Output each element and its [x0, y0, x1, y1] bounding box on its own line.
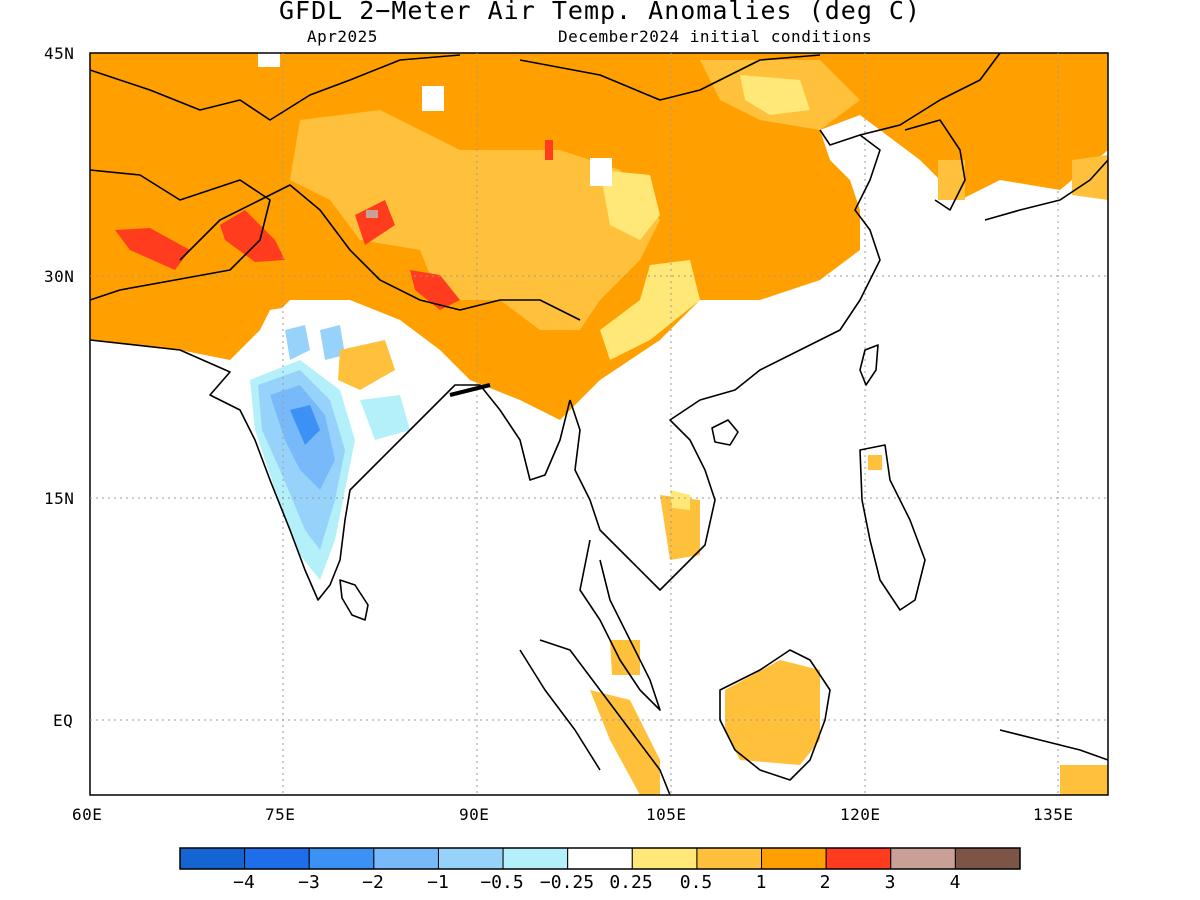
coastline-new-guinea [999, 729, 1109, 761]
anomaly-region-brown [366, 210, 378, 218]
anomaly-region-white [258, 53, 280, 67]
anomaly-region-light-orange [610, 640, 640, 675]
lon-label-135e: 135E [1033, 805, 1074, 824]
coastline-korea-japan [904, 119, 1109, 221]
colorbar-label: −3 [298, 872, 320, 893]
forecast-month: Apr2025 [307, 27, 378, 46]
border-afghanistan-pakistan [89, 169, 271, 301]
coastline-india [89, 339, 571, 601]
colorbar-label: −4 [233, 872, 255, 893]
colorbar-swatch [825, 847, 892, 870]
colorbar-label: 1 [755, 872, 767, 893]
anomaly-region-blue [290, 405, 320, 445]
anomaly-region-light-orange [338, 340, 395, 390]
coastline-bay-of-bengal-delta [449, 383, 491, 397]
coastline-taiwan [859, 344, 879, 386]
anomaly-region-red [220, 210, 285, 262]
anomaly-region-light-orange [868, 455, 882, 470]
colorbar-label: 2 [819, 872, 831, 893]
graticule [90, 53, 1108, 795]
lon-label-60e: 60E [72, 805, 103, 824]
anomaly-region-yellow [670, 490, 690, 510]
colorbar-swatch [890, 847, 956, 870]
initial-conditions: December2024 initial conditions [558, 27, 873, 46]
colorbar-label: −1 [427, 872, 449, 893]
colorbar-label: −0.25 [539, 872, 595, 893]
coastline-hainan [711, 419, 739, 446]
lat-label-15n: 15N [44, 489, 75, 508]
coastlines [89, 52, 1109, 796]
colorbar-swatch [954, 847, 1021, 870]
anomaly-region-light-orange [590, 690, 660, 795]
coastline-philippines [859, 444, 926, 611]
colorbar-label: 3 [884, 872, 896, 893]
anomaly-region-yellow [740, 75, 810, 115]
colorbar-swatch [761, 847, 827, 870]
anomaly-region-yellow [600, 170, 660, 240]
lat-label-45n: 45N [44, 44, 75, 63]
anomaly-region-light-orange [725, 660, 820, 765]
colorbar-swatch [373, 847, 439, 870]
coastline-sumatra [519, 639, 671, 796]
lon-label-90e: 90E [459, 805, 490, 824]
colorbar-swatch [437, 847, 504, 870]
anomaly-region-white [590, 158, 612, 186]
colorbar [179, 847, 1021, 870]
colorbar-swatch [696, 847, 763, 870]
anomaly-region-light-orange [938, 160, 965, 200]
anomaly-region-light-orange [1072, 155, 1108, 200]
coastline-borneo [719, 649, 831, 781]
anomaly-region-light-blue [285, 325, 310, 360]
border-central-asia [89, 54, 821, 121]
map-title: GFDL 2−Meter Air Temp. Anomalies (deg C) [278, 0, 922, 25]
colorbar-swatch [244, 847, 310, 870]
colorbar-swatch [567, 847, 633, 870]
anomaly-region-red [355, 200, 395, 245]
colorbar-label: 0.5 [679, 872, 713, 893]
colorbar-label: −2 [362, 872, 384, 893]
border-china-east [859, 52, 1001, 136]
coastline-malay-peninsula [579, 539, 661, 711]
colorbar-swatch [631, 847, 698, 870]
colorbar-swatches [179, 847, 1021, 870]
lon-label-120e: 120E [840, 805, 881, 824]
coastline-sri-lanka [339, 579, 369, 621]
anomaly-region-light-orange [290, 110, 660, 330]
anomaly-region-light-orange [660, 495, 700, 560]
colorbar-swatch [502, 847, 569, 870]
anomaly-region-red [115, 228, 190, 270]
anomaly-region-yellow [600, 260, 700, 360]
anomaly-region-light-blue [320, 325, 345, 360]
anomaly-region-white [422, 86, 444, 111]
colorbar-label: −0.5 [480, 872, 524, 893]
anomaly-region-red [410, 270, 460, 310]
map-frame [89, 52, 1109, 796]
colorbar-swatch [179, 847, 246, 870]
lat-label-eq: EQ [53, 711, 74, 730]
anomaly-region-light-orange [1060, 765, 1108, 795]
border-himalaya [179, 184, 581, 321]
colorbar-label: 0.25 [609, 872, 653, 893]
lon-label-75e: 75E [265, 805, 296, 824]
colorbar-frame [179, 847, 1021, 870]
anomaly-region-red [545, 140, 553, 160]
anomaly-field [90, 53, 1108, 795]
colorbar-swatch [308, 847, 375, 870]
lat-label-30n: 30N [44, 267, 75, 286]
colorbar-label: 4 [949, 872, 961, 893]
coastline-indochina [569, 129, 881, 591]
anomaly-region-pale-blue [360, 395, 410, 440]
lon-label-105e: 105E [646, 805, 687, 824]
